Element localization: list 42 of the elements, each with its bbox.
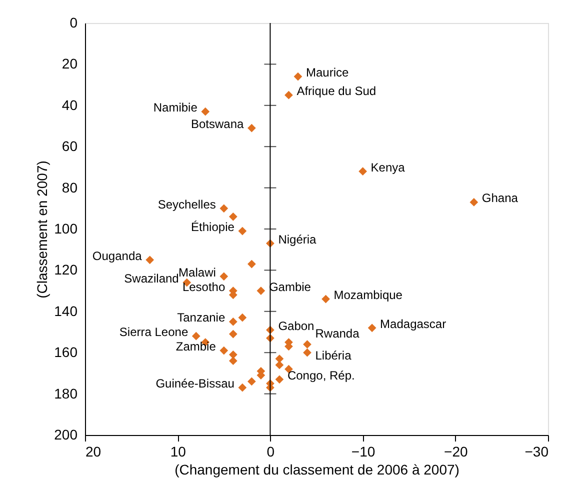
annotation: Tanzanie xyxy=(177,310,226,325)
y-tick-label: 200 xyxy=(54,426,78,442)
annotation: Congo, Rép. xyxy=(287,368,355,382)
x-tick-label: −10 xyxy=(351,444,376,460)
x-tick-label: −20 xyxy=(444,444,468,460)
annotation: Malawi xyxy=(178,265,216,280)
y-tick-label: 160 xyxy=(54,344,78,360)
annotation: Guinée-Bissau xyxy=(156,376,234,391)
annotation: Swaziland xyxy=(124,272,179,286)
y-tick-label: 120 xyxy=(54,262,78,278)
y-tick-label: 80 xyxy=(62,179,78,196)
y-tick-label: 0 xyxy=(70,14,78,30)
annotation: Namibie xyxy=(153,100,198,115)
annotation: Maurice xyxy=(306,66,349,80)
x-tick-label: −30 xyxy=(524,444,549,460)
annotation: Ouganda xyxy=(92,248,142,263)
annotation: Kenya xyxy=(370,160,406,174)
annotation: Botswana xyxy=(190,117,244,132)
x-tick-label: 20 xyxy=(86,444,102,460)
annotation: Libéria xyxy=(315,348,352,363)
annotation: Lesotho xyxy=(182,280,226,294)
annotation: Rwanda xyxy=(315,326,360,340)
y-tick-label: 180 xyxy=(54,385,78,402)
annotation: Zambie xyxy=(176,340,216,354)
y-tick-label: 20 xyxy=(62,56,78,72)
y-tick-label: 60 xyxy=(62,138,78,154)
annotation: Sierra Leone xyxy=(119,325,188,340)
y-axis-title: (Classement en 2007) xyxy=(34,160,50,298)
x-axis-title: (Changement du classement de 2006 à 2007) xyxy=(174,462,460,478)
y-tick-label: 100 xyxy=(54,220,78,236)
annotation: Afrique du Sud xyxy=(296,84,376,98)
x-tick-label: 0 xyxy=(266,444,275,460)
annotation: Nigéria xyxy=(278,232,317,246)
annotation: Madagascar xyxy=(380,316,446,331)
annotation: Gabon xyxy=(278,318,314,333)
y-tick-label: 140 xyxy=(54,302,78,319)
x-tick-label: 10 xyxy=(170,444,186,460)
y-tick-label: 40 xyxy=(62,96,78,113)
annotation: Éthiopie xyxy=(191,220,235,234)
annotation: Mozambique xyxy=(334,288,403,302)
annotation: Seychelles xyxy=(158,197,216,212)
annotation: Ghana xyxy=(482,191,518,206)
